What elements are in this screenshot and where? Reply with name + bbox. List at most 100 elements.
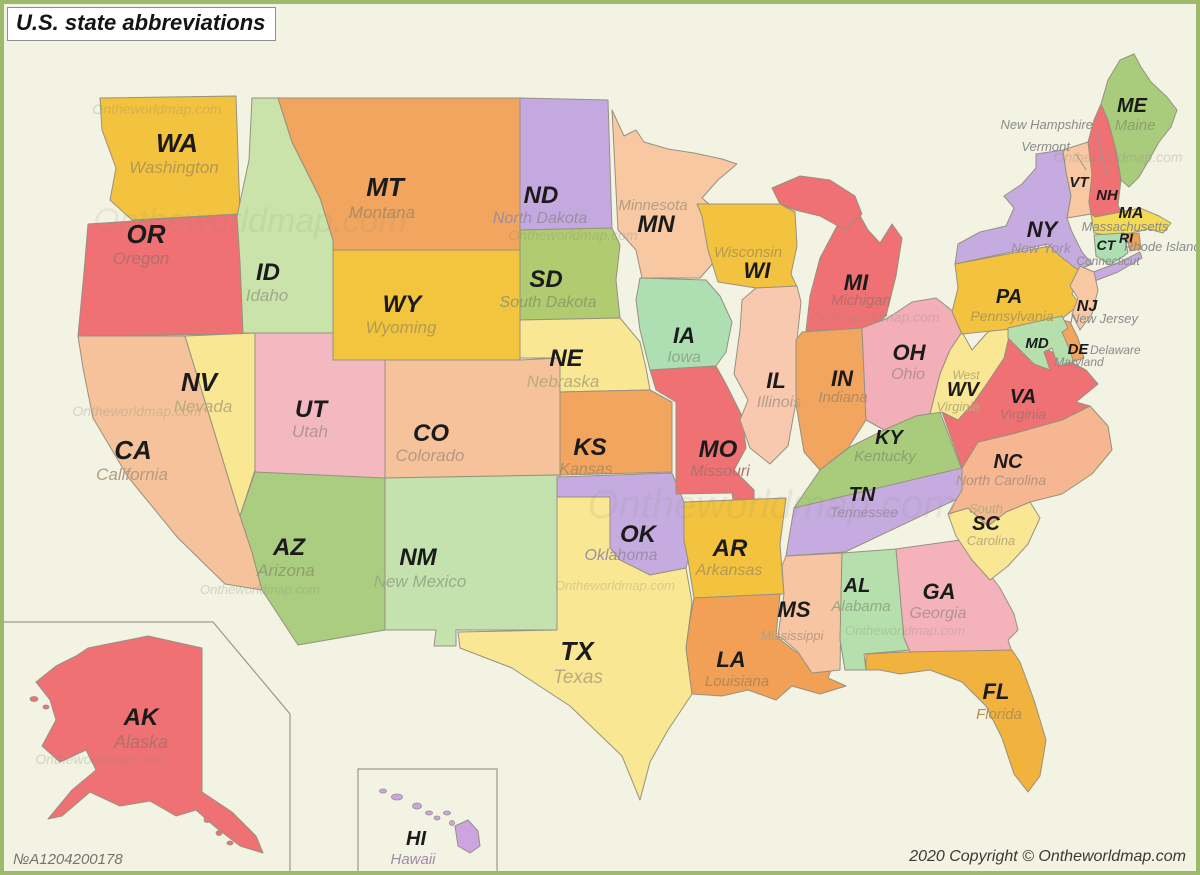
state-name-CA: California [96, 465, 168, 484]
state-abbr-SD: SD [529, 266, 562, 293]
state-name-KS: Kansas [559, 461, 612, 478]
state-shape-FL [865, 649, 1047, 793]
state-abbr-VT: VT [1069, 174, 1090, 191]
state-name-MS: Mississippi [761, 628, 825, 643]
state-name-VT: Vermont [1021, 139, 1071, 154]
watermark: Ontheworldmap.com [508, 227, 638, 243]
alaska-inset-border [4, 621, 291, 872]
state-shape-ME [1100, 53, 1178, 188]
state-name-OH: Ohio [891, 366, 925, 383]
state-name-MT: Montana [349, 203, 415, 222]
state-name-NC: North Carolina [956, 472, 1046, 488]
state-name-AK: Alaska [113, 732, 168, 752]
watermark: Ontheworldmap.com [93, 202, 407, 240]
state-name-ND: North Dakota [493, 210, 587, 227]
state-shape-KY [793, 411, 963, 509]
state-name-WV: West [952, 368, 980, 382]
state-name-NY: New York [1011, 240, 1072, 256]
state-shape-IL [733, 285, 802, 465]
state-name-IA: Iowa [667, 349, 701, 366]
state-abbr-IA: IA [673, 323, 695, 348]
state-abbr-AR: AR [712, 535, 748, 562]
state-name-WV: Virginia [936, 399, 979, 414]
state-abbr-DE: DE [1068, 341, 1090, 358]
state-abbr-KS: KS [573, 434, 606, 461]
state-name-CO: Colorado [396, 446, 465, 465]
state-name-SC: South [969, 501, 1003, 516]
state-abbr-NC: NC [994, 451, 1023, 473]
state-abbr-IN: IN [831, 366, 854, 391]
watermark: Ontheworldmap.com [810, 309, 940, 325]
state-name-MD: Maryland [1054, 355, 1104, 369]
state-shape-MO [649, 365, 755, 507]
state-abbr-IL: IL [766, 368, 786, 393]
state-abbr-TX: TX [560, 636, 595, 666]
watermark: Ontheworldmap.com [200, 582, 320, 597]
state-name-AZ: Arizona [256, 561, 315, 580]
state-abbr-KY: KY [875, 427, 904, 449]
state-name-FL: Florida [976, 706, 1022, 723]
state-abbr-NV: NV [181, 367, 220, 397]
state-name-CT: Connecticut [1076, 254, 1140, 268]
map-code: №A1204200178 [13, 851, 123, 868]
state-abbr-SC: SC [972, 513, 1000, 535]
state-abbr-GA: GA [923, 579, 956, 604]
state-shape-HI-island [412, 802, 422, 810]
state-name-WA: Washington [129, 158, 218, 177]
state-abbr-VA: VA [1010, 386, 1036, 408]
state-shape-HI-island [425, 810, 433, 816]
state-shape-MI [805, 211, 903, 332]
state-name-ID: Idaho [246, 286, 289, 305]
state-shape-TX [457, 496, 693, 801]
state-abbr-WI: WI [744, 258, 772, 283]
state-abbr-NJ: NJ [1077, 298, 1099, 315]
state-shape-AK-island [203, 817, 211, 823]
state-abbr-UT: UT [295, 396, 329, 423]
state-name-SC: Carolina [967, 533, 1015, 548]
state-abbr-ID: ID [256, 259, 280, 286]
state-shape-HI-island [443, 810, 451, 816]
leader-line [1095, 130, 1108, 177]
state-name-MO: Missouri [690, 463, 750, 480]
state-name-KY: Kentucky [854, 448, 917, 465]
state-shape-AZ [239, 471, 386, 646]
state-name-TN: Tennessee [830, 504, 898, 520]
state-name-PA: Pennsylvania [970, 308, 1053, 324]
state-shape-LA [685, 593, 847, 701]
state-abbr-FL: FL [983, 679, 1010, 704]
state-shape-NJ [1069, 265, 1099, 331]
state-abbr-ND: ND [524, 182, 559, 209]
state-shape-AK-island [42, 704, 50, 710]
state-shape-AK [35, 635, 264, 854]
state-name-NM: New Mexico [374, 572, 467, 591]
state-name-OR: Oregon [113, 249, 170, 268]
state-name-LA: Louisiana [705, 673, 769, 690]
state-name-AR: Arkansas [695, 562, 763, 579]
state-abbr-HI: HI [406, 828, 426, 850]
state-name-HI: Hawaii [390, 851, 436, 868]
state-shape-WY [332, 249, 521, 361]
state-name-NV: Nevada [174, 397, 233, 416]
state-abbr-TN: TN [849, 484, 876, 506]
state-abbr-MI: MI [844, 270, 869, 295]
state-shape-KS [559, 389, 673, 476]
watermark: Ontheworldmap.com [35, 751, 165, 767]
state-abbr-NE: NE [549, 345, 583, 372]
watermark: Ontheworldmap.com [72, 403, 202, 419]
state-abbr-CT: CT [1097, 237, 1117, 253]
state-shape-AK-island [215, 830, 223, 836]
state-shape-MD [1007, 315, 1075, 371]
state-abbr-PA: PA [996, 286, 1022, 308]
state-name-AL: Alabama [830, 598, 890, 615]
state-shape-HI-island [391, 793, 403, 801]
watermark: Ontheworldmap.com [92, 101, 222, 117]
state-name-NH: New Hampshire [1001, 117, 1093, 132]
state-abbr-NY: NY [1027, 217, 1060, 242]
state-abbr-WY: WY [383, 291, 424, 318]
state-name-VA: Virginia [1000, 406, 1047, 422]
state-abbr-AL: AL [843, 575, 871, 597]
watermark: Ontheworldmap.com [555, 578, 675, 593]
